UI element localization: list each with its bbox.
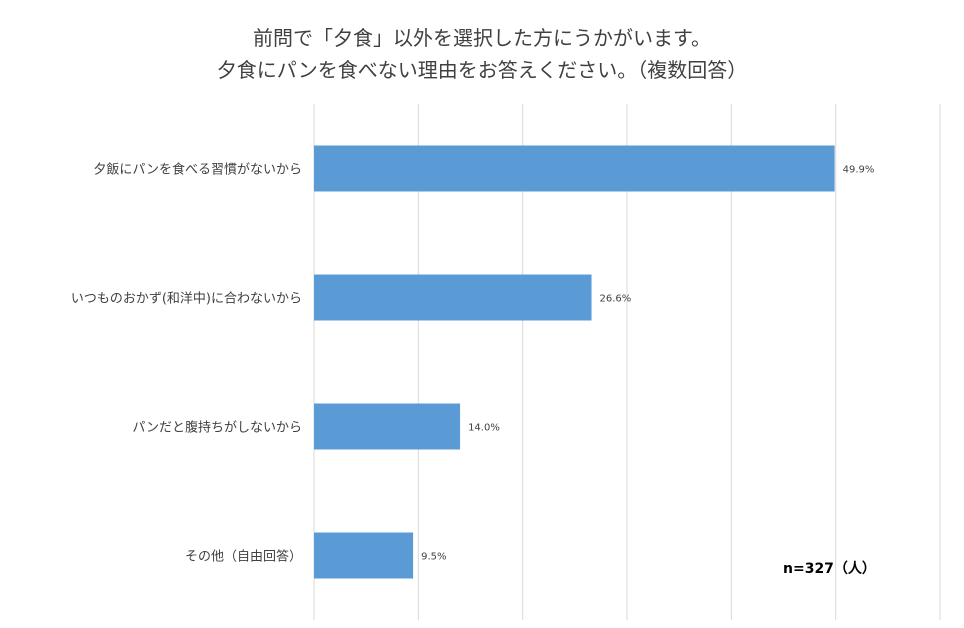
sample-size-note: n=327（人） <box>783 561 876 577</box>
bar <box>314 274 592 321</box>
value-label: 14.0% <box>468 423 500 434</box>
category-label: パンだと腹持ちがしないから <box>132 420 302 436</box>
chart-title: 前問で「夕食」以外を選択した方にうかがいます。 夕食にパンを食べない理由をお答え… <box>0 22 964 86</box>
chart-title-line2: 夕食にパンを食べない理由をお答えください。（複数回答） <box>216 58 748 82</box>
bar <box>314 145 835 192</box>
value-label: 49.9% <box>843 165 875 176</box>
bar <box>314 532 414 579</box>
chart-title-line1: 前問で「夕食」以外を選択した方にうかがいます。 <box>253 26 711 50</box>
category-label: いつものおかず(和洋中)に合わないから <box>71 292 302 307</box>
category-label: 夕飯にパンを食べる習慣がないから <box>93 162 302 178</box>
value-label: 26.6% <box>600 294 632 305</box>
value-label: 9.5% <box>421 552 446 563</box>
bar <box>314 403 461 450</box>
category-label: その他（自由回答） <box>185 549 302 565</box>
